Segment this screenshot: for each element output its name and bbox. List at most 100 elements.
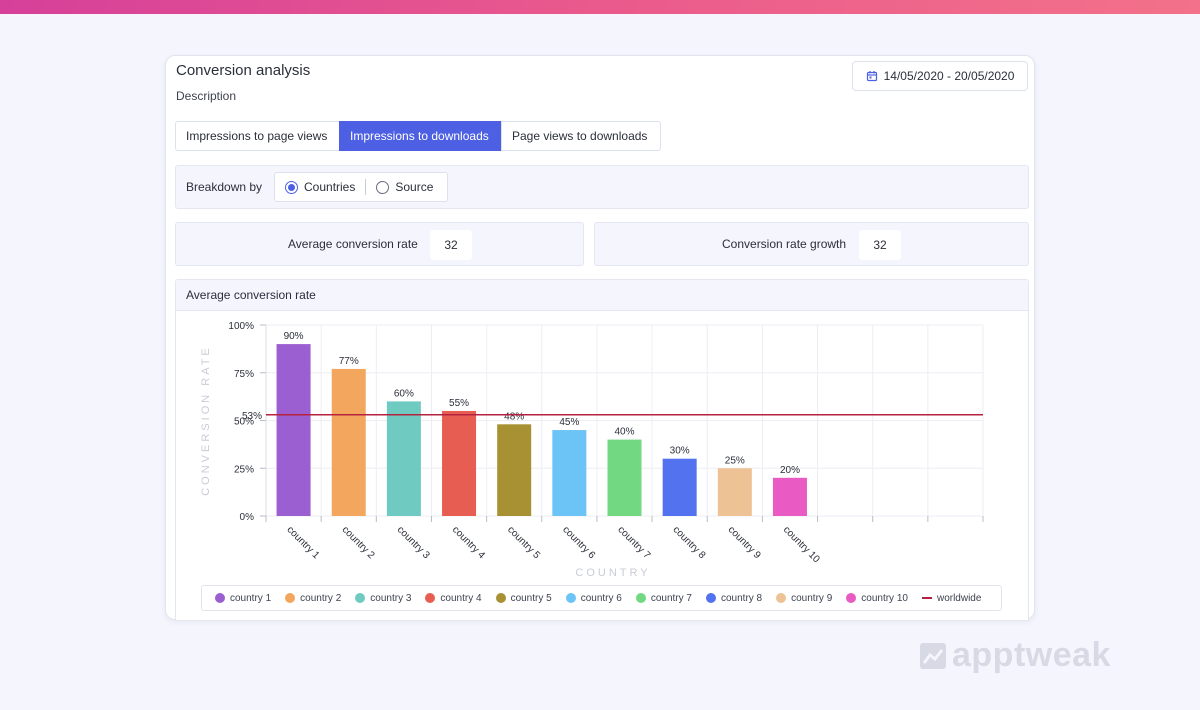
bar-country-5: [497, 424, 532, 516]
bar-country-4: [442, 410, 477, 516]
bar-country-2: [331, 368, 366, 516]
bar-value-label: 77%: [339, 356, 359, 367]
radio-checked-icon[interactable]: [285, 180, 298, 194]
x-axis-title: COUNTRY: [575, 567, 650, 579]
legend-item[interactable]: country 2: [285, 593, 341, 604]
breakdown-radio-group: Countries Source: [274, 172, 448, 202]
legend-swatch-icon: [285, 593, 296, 603]
page-description: Description: [176, 89, 237, 103]
legend-label: country 6: [580, 592, 622, 604]
x-tick-label: country 4: [450, 524, 487, 561]
legend-label: country 4: [440, 592, 482, 604]
bar-value-label: 60%: [394, 388, 414, 399]
legend-item[interactable]: country 6: [565, 592, 622, 604]
legend-swatch-icon: [635, 593, 646, 603]
x-tick-label: country 9: [726, 524, 763, 561]
bar-value-label: 90%: [284, 331, 304, 342]
chart-legend: country 1 country 2 country 3 country 4 coun…: [201, 585, 1002, 611]
y-axis-title: CONVERSION RATE: [200, 345, 212, 496]
legend-item[interactable]: country 9: [776, 593, 832, 604]
average-conversion-rate-value: 32: [430, 230, 472, 260]
y-tick-label: 25%: [234, 464, 254, 475]
legend-item[interactable]: country 3: [355, 593, 411, 604]
bar-value-label: 25%: [725, 455, 745, 466]
conversion-rate-growth-label: Conversion rate growth: [722, 237, 847, 251]
breakdown-label: Breakdown by: [186, 180, 263, 194]
conversion-tabs: Impressions to page views Impressions to…: [175, 121, 661, 151]
average-conversion-rate-label: Average conversion rate: [288, 237, 418, 251]
chart-panel: Average conversion rate 0% 25% 50% 75% 100% C…: [175, 279, 1029, 621]
top-accent-bar: [0, 0, 1200, 14]
bar-value-label: 30%: [670, 446, 690, 457]
legend-label: country 10: [861, 592, 908, 604]
bar-country-1: [276, 344, 311, 516]
conversion-rate-growth-value: 32: [859, 230, 901, 260]
radio-divider: [365, 179, 367, 195]
apptweak-logo-icon: [920, 642, 946, 669]
bar-value-label: 55%: [449, 398, 469, 409]
x-tick-label: country 6: [560, 524, 597, 561]
x-tick-label: country 7: [615, 524, 652, 561]
x-tick-label: country 3: [395, 524, 432, 561]
legend-swatch-icon: [846, 593, 857, 603]
bar-country-8: [662, 458, 697, 516]
chart-panel-title: Average conversion rate: [176, 280, 1028, 311]
date-range-label: 14/05/2020 - 20/05/2020: [883, 69, 1015, 83]
x-tick-label: country 1: [284, 524, 321, 561]
bar-country-7: [607, 439, 642, 516]
legend-item[interactable]: country 1: [215, 593, 271, 604]
radio-source[interactable]: Source: [366, 180, 443, 194]
legend-label: country 5: [510, 592, 552, 604]
legend-swatch-icon: [705, 593, 716, 603]
legend-item[interactable]: country 7: [635, 593, 692, 604]
conversion-analysis-card: Conversion analysis Description 14/05/20…: [165, 55, 1035, 621]
legend-label: country 3: [370, 592, 412, 604]
legend-label: country 1: [230, 592, 272, 604]
legend-item-worldwide[interactable]: worldwide: [921, 592, 982, 604]
tab-page-views-to-downloads[interactable]: Page views to downloads: [501, 121, 661, 151]
y-tick-label: 100%: [228, 321, 254, 332]
bar-country-6: [552, 430, 587, 516]
legend-item[interactable]: country 4: [425, 592, 482, 604]
legend-swatch-icon: [776, 593, 787, 603]
legend-swatch-icon: [425, 593, 436, 603]
y-tick-label: 75%: [234, 369, 254, 380]
legend-label: country 8: [720, 592, 763, 604]
legend-label: worldwide: [936, 592, 982, 604]
bar-country-3: [386, 401, 421, 516]
radio-countries[interactable]: Countries: [275, 180, 365, 194]
bar-country-9: [717, 468, 752, 516]
legend-item[interactable]: country 5: [495, 592, 552, 604]
bar-value-label: 20%: [780, 465, 800, 476]
legend-swatch-icon: [495, 593, 506, 603]
x-tick-label: country 10: [781, 524, 822, 565]
conversion-rate-growth-panel: Conversion rate growth 32: [594, 222, 1029, 266]
calendar-icon: [866, 71, 877, 82]
legend-swatch-icon: [215, 593, 225, 603]
x-tick-label: country 2: [340, 524, 377, 561]
radio-unchecked-icon[interactable]: [376, 180, 390, 194]
bar-value-label: 48%: [504, 411, 524, 422]
legend-label: country 2: [300, 592, 342, 604]
x-tick-label: country 8: [671, 524, 708, 561]
bar-country-10: [772, 477, 807, 516]
y-tick-label: 50%: [234, 417, 254, 428]
date-range-picker[interactable]: 14/05/2020 - 20/05/2020: [852, 61, 1028, 91]
watermark-text: apptweak: [952, 636, 1111, 674]
legend-line-icon: [921, 597, 932, 599]
apptweak-watermark: apptweak: [920, 636, 1111, 675]
bar-value-label: 40%: [614, 427, 634, 438]
average-conversion-rate-panel: Average conversion rate 32: [175, 222, 584, 266]
radio-countries-label: Countries: [304, 180, 356, 194]
breakdown-panel: Breakdown by Countries Source: [175, 165, 1029, 209]
tab-impressions-to-downloads[interactable]: Impressions to downloads: [339, 121, 502, 151]
legend-swatch-icon: [565, 593, 576, 603]
radio-source-label: Source: [395, 180, 434, 194]
tab-impressions-to-page-views[interactable]: Impressions to page views: [175, 121, 340, 151]
y-tick-label: 0%: [240, 512, 255, 523]
page-title: Conversion analysis: [176, 62, 311, 79]
reference-line-label: 53%: [242, 411, 262, 422]
legend-label: country 9: [791, 592, 833, 604]
legend-item[interactable]: country 8: [705, 592, 763, 604]
legend-item[interactable]: country 10: [846, 593, 908, 604]
